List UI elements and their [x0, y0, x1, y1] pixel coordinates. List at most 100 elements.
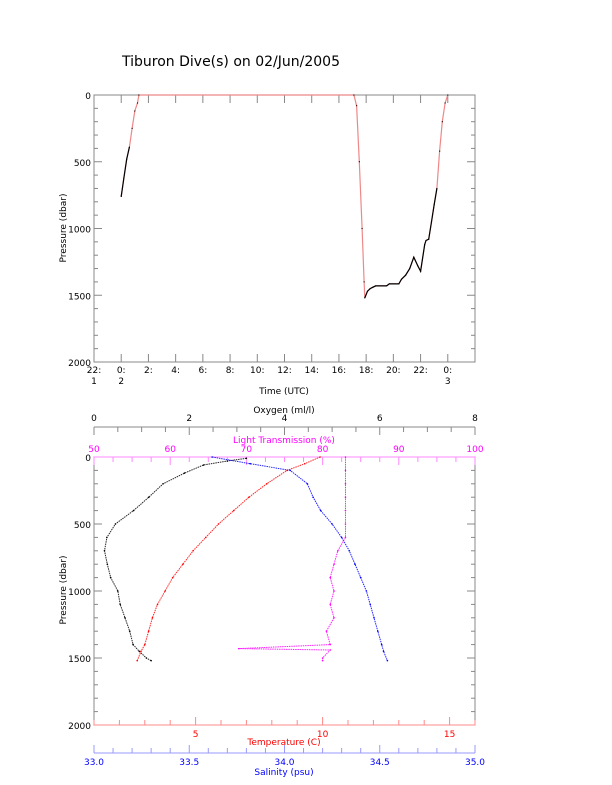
temperature-data-point [192, 550, 194, 552]
light-data-point [344, 509, 347, 512]
data-point [363, 281, 365, 283]
data-point [138, 94, 140, 96]
x-tick-label: 12: [277, 366, 291, 376]
temperature-data-point [265, 483, 268, 485]
data-point [375, 285, 377, 287]
data-point [441, 121, 443, 123]
data-point [436, 187, 438, 190]
salinity-data-point [306, 483, 309, 485]
salinity-data-point [211, 456, 213, 458]
light-data-point [329, 649, 332, 651]
data-point [364, 297, 366, 299]
light-tick-label: 50 [88, 445, 100, 455]
data-point [417, 265, 419, 267]
salinity-data-point [331, 523, 333, 525]
light-data-point [344, 469, 347, 472]
oxygen-data-point [109, 576, 112, 579]
y-tick-label: 2000 [68, 359, 91, 369]
x-tick-sublabel: 2 [118, 377, 124, 387]
light-tick-label: 70 [241, 445, 253, 455]
light-data-point [321, 659, 324, 662]
oxygen-tick-label: 4 [282, 414, 288, 424]
temperature-data-point [151, 617, 154, 619]
temperature-profile-line [136, 456, 321, 661]
oxygen-data-point [117, 590, 119, 592]
light-data-point [333, 617, 335, 619]
data-point [120, 195, 122, 198]
data-point [126, 158, 128, 160]
salinity-tick-label: 34.5 [370, 758, 390, 768]
light-data-point [337, 550, 339, 552]
data-point [134, 110, 136, 112]
x-tick-label: 18: [359, 366, 373, 376]
temperature-data-point [144, 643, 146, 646]
temperature-tick-label: 15 [444, 730, 455, 740]
temperature-data-point [232, 509, 235, 512]
x-tick-label: 22: [87, 366, 101, 376]
y-tick-label: 2000 [68, 722, 91, 732]
data-point [439, 150, 441, 152]
temperature-data-point [319, 456, 321, 458]
data-point [400, 278, 403, 280]
salinity-tick-label: 34.0 [274, 758, 294, 768]
light-data-point [344, 456, 347, 458]
x-tick-label: 14: [304, 366, 318, 376]
temperature-data-point [156, 603, 159, 606]
oxygen-data-point [162, 483, 164, 485]
light-data-point [333, 563, 335, 565]
light-tick-label: 100 [466, 445, 483, 455]
temperature-data-point [304, 462, 306, 465]
data-point [372, 286, 374, 288]
dive-track-line [120, 94, 449, 299]
data-point [430, 221, 433, 223]
light-data-point [329, 603, 332, 606]
temperature-data-point [147, 630, 150, 632]
dive-track-bottom-line [120, 146, 130, 197]
oxygen-data-point [114, 523, 117, 525]
data-point [444, 102, 446, 104]
data-point [425, 239, 427, 242]
oxygen-data-point [119, 603, 121, 606]
data-point [428, 238, 430, 240]
profile-plot: 0 500 1000 1500 2000 0 2 4 6 8 50 60 70 80 90 100 5 10 15 3… [59, 406, 485, 778]
salinity-data-point [380, 643, 383, 646]
oxygen-data-point [226, 460, 229, 462]
data-point [409, 267, 411, 270]
data-point [353, 94, 355, 96]
plot1-xlabel: Time (UTC) [258, 387, 309, 397]
light-data-point [321, 657, 324, 659]
data-point [369, 287, 371, 290]
data-point [398, 283, 400, 285]
light-data-point [237, 647, 240, 650]
salinity-data-point [373, 617, 375, 619]
light-tick-label: 80 [317, 445, 329, 455]
light-data-point [344, 523, 347, 525]
plot1-frame [93, 94, 476, 363]
temperature-axis-label: Temperature (C) [246, 738, 320, 748]
data-point [356, 105, 358, 107]
x-tick-label: 4: [171, 366, 180, 376]
temperature-data-point [136, 659, 138, 662]
x-tick-label: 10: [250, 366, 264, 376]
plot1-ylabel: Pressure (dbar) [59, 194, 69, 263]
data-point [388, 283, 390, 285]
oxygen-data-point [106, 563, 109, 565]
y-tick-label: 0 [85, 92, 91, 102]
salinity-tick-label: 33.5 [179, 758, 199, 768]
light-data-point [333, 590, 335, 592]
temperature-data-point [204, 536, 207, 539]
data-point [424, 243, 426, 246]
x-tick-sublabel: 1 [91, 377, 97, 387]
data-point [433, 203, 435, 206]
oxygen-tick-label: 6 [377, 414, 383, 424]
oxygen-data-point [124, 617, 126, 619]
x-tick-label: 2: [144, 366, 153, 376]
oxygen-data-point [103, 550, 106, 552]
salinity-tick-label: 35.0 [465, 758, 485, 768]
temperature-data-point [140, 650, 142, 653]
light-data-point [344, 483, 347, 485]
salinity-data-point [249, 462, 252, 465]
temperature-tick-label: 5 [193, 730, 199, 740]
y-tick-label: 1500 [68, 292, 91, 302]
oxygen-data-point [183, 472, 186, 474]
